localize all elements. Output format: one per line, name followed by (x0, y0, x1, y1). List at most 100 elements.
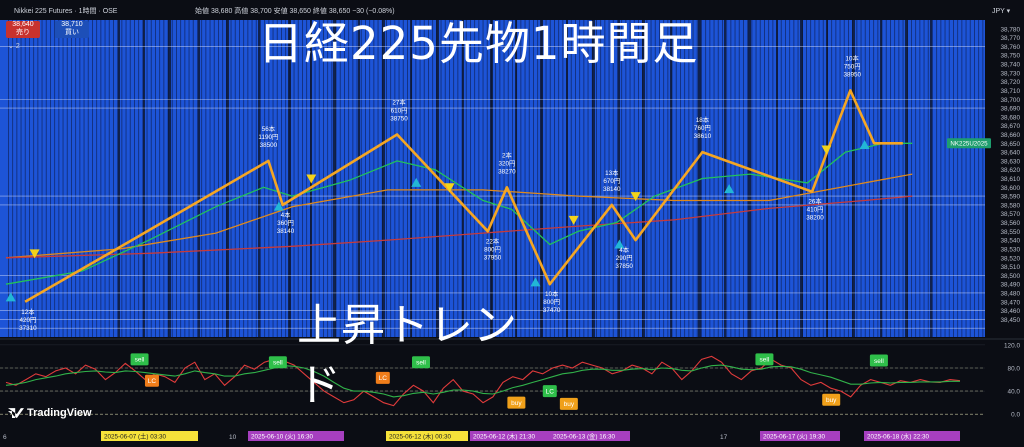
band-divider (210, 20, 211, 337)
swing-label-line: 56本 (262, 124, 276, 133)
band-divider (247, 20, 248, 337)
signal-tag-label: LC (379, 375, 388, 382)
price-tick-label: 38,560 (1000, 220, 1020, 227)
band-divider (37, 20, 38, 337)
symbol-title[interactable]: Nikkei 225 Futures · 1時間 · OSE (14, 6, 117, 16)
signal-tag-label: sell (760, 357, 770, 364)
price-tick-label: 38,530 (1000, 246, 1020, 253)
band-divider (982, 20, 983, 337)
swing-label-line: 800円 (484, 245, 501, 253)
rsi-tick-label: 120.0 (1004, 342, 1020, 349)
band-divider (105, 20, 106, 337)
swing-label-line: 38500 (260, 142, 278, 149)
band-divider (252, 20, 253, 337)
band-divider (16, 20, 17, 337)
signal-tag-label: sell (874, 358, 884, 365)
band-divider (898, 20, 899, 337)
signal-tag-sell: sell (131, 353, 149, 365)
band-divider (966, 20, 967, 337)
band-divider (138, 20, 139, 337)
signal-tag-label: sell (416, 360, 426, 367)
band-divider (88, 20, 89, 337)
tradingview-icon (8, 408, 24, 418)
band-divider (940, 20, 941, 337)
swing-label-line: 750円 (844, 62, 861, 70)
date-tag: 2025-06-10 (火) 16:30 (248, 431, 344, 441)
currency-selector[interactable]: JPY ▾ (992, 7, 1010, 15)
price-tick-label: 38,780 (1000, 26, 1020, 33)
band-divider (117, 20, 118, 337)
price-tick-label: 38,690 (1000, 106, 1020, 113)
currency-label: JPY (992, 8, 1005, 15)
band-divider (214, 20, 215, 337)
price-tick-label: 38,700 (1000, 97, 1020, 104)
session-gap (880, 20, 882, 337)
band-divider (915, 20, 916, 337)
current-price-tag: NK225U2025 (947, 138, 991, 148)
buy-price-button[interactable]: 38,710 買い (55, 21, 89, 38)
date-tag-label: 2025-06-07 (土) 03:30 (104, 432, 166, 441)
buy-price: 38,710 (55, 21, 89, 29)
tradingview-logo[interactable]: TradingView (8, 407, 92, 419)
date-tag-label: 2025-06-17 (火) 19:30 (763, 434, 825, 441)
overlay-subtitle: 上昇トレンド (297, 296, 557, 356)
session-gap (118, 20, 120, 337)
band-divider (159, 20, 160, 337)
swing-label-line: 4本 (619, 245, 630, 254)
chevron-down-icon: ⌄ (8, 43, 14, 50)
session-gap (168, 20, 171, 337)
band-divider (58, 20, 59, 337)
band-divider (873, 20, 874, 337)
signal-tag-label: LC (148, 378, 157, 385)
band-divider (21, 20, 22, 337)
signal-tag-label: buy (511, 400, 522, 407)
swing-label: 13本670円38140 (603, 168, 621, 193)
indicator-count: 2 (16, 43, 20, 50)
price-tick-label: 38,520 (1000, 255, 1020, 262)
signal-tag-sell: sell (870, 354, 888, 366)
signal-tag-sell: sell (412, 356, 430, 368)
date-tag-label: 2025-06-13 (金) 16:30 (553, 432, 615, 441)
session-gap (143, 20, 145, 337)
price-tick-label: 38,770 (1000, 35, 1020, 42)
band-divider (71, 20, 72, 337)
price-tick-label: 38,490 (1000, 282, 1020, 289)
swing-label-line: 2本 (502, 150, 513, 159)
time-axis[interactable]: 6 10 17 2025-06-07 (土) 03:30 2025-06-10 (火) … (0, 430, 1024, 447)
band-divider (96, 20, 97, 337)
price-tick-label: 38,480 (1000, 290, 1020, 297)
session-gap (826, 20, 828, 337)
band-divider (768, 20, 769, 337)
swing-label-line: 38270 (498, 168, 516, 175)
indicator-toggle[interactable]: ⌄ 2 (8, 42, 20, 50)
band-divider (54, 20, 55, 337)
price-tick-label: 38,740 (1000, 62, 1020, 69)
date-tag: 2025-06-12 (木) 00:30 (386, 431, 468, 441)
sell-price-button[interactable]: 38,640 売り (6, 21, 40, 38)
time-tick-label: 6 (3, 434, 7, 441)
swing-label-line: 410円 (807, 206, 824, 214)
band-divider (176, 20, 177, 337)
band-divider (197, 20, 198, 337)
swing-label-line: 420円 (20, 316, 37, 324)
swing-label-line: 320円 (498, 159, 515, 167)
signal-tag-buy: buy (507, 397, 525, 409)
swing-label-line: 37950 (484, 254, 502, 261)
band-divider (100, 20, 101, 337)
swing-label-line: 27本 (392, 97, 406, 106)
band-divider (67, 20, 68, 337)
signal-tag-buy: buy (822, 394, 840, 406)
price-tick-label: 38,760 (1000, 44, 1020, 51)
band-divider (835, 20, 836, 337)
swing-label-line: 760円 (694, 124, 711, 132)
band-divider (25, 20, 26, 337)
band-divider (218, 20, 219, 337)
price-tick-label: 38,470 (1000, 299, 1020, 306)
date-tag-label: 2025-06-10 (火) 16:30 (251, 434, 313, 441)
signal-tag-LC: LC (376, 372, 390, 384)
date-tag: 2025-06-12 (木) 21:30 (470, 431, 550, 441)
band-divider (243, 20, 244, 337)
band-divider (8, 20, 9, 337)
band-divider (819, 20, 820, 337)
price-tick-label: 38,590 (1000, 194, 1020, 201)
